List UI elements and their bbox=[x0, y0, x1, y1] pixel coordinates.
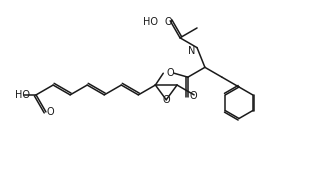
Text: O: O bbox=[47, 107, 55, 117]
Text: N: N bbox=[188, 46, 195, 56]
Text: O: O bbox=[166, 68, 174, 78]
Text: HO: HO bbox=[15, 90, 30, 100]
Text: O: O bbox=[163, 95, 170, 105]
Text: O: O bbox=[190, 91, 197, 101]
Text: O: O bbox=[164, 17, 172, 27]
Text: HO: HO bbox=[143, 17, 158, 27]
